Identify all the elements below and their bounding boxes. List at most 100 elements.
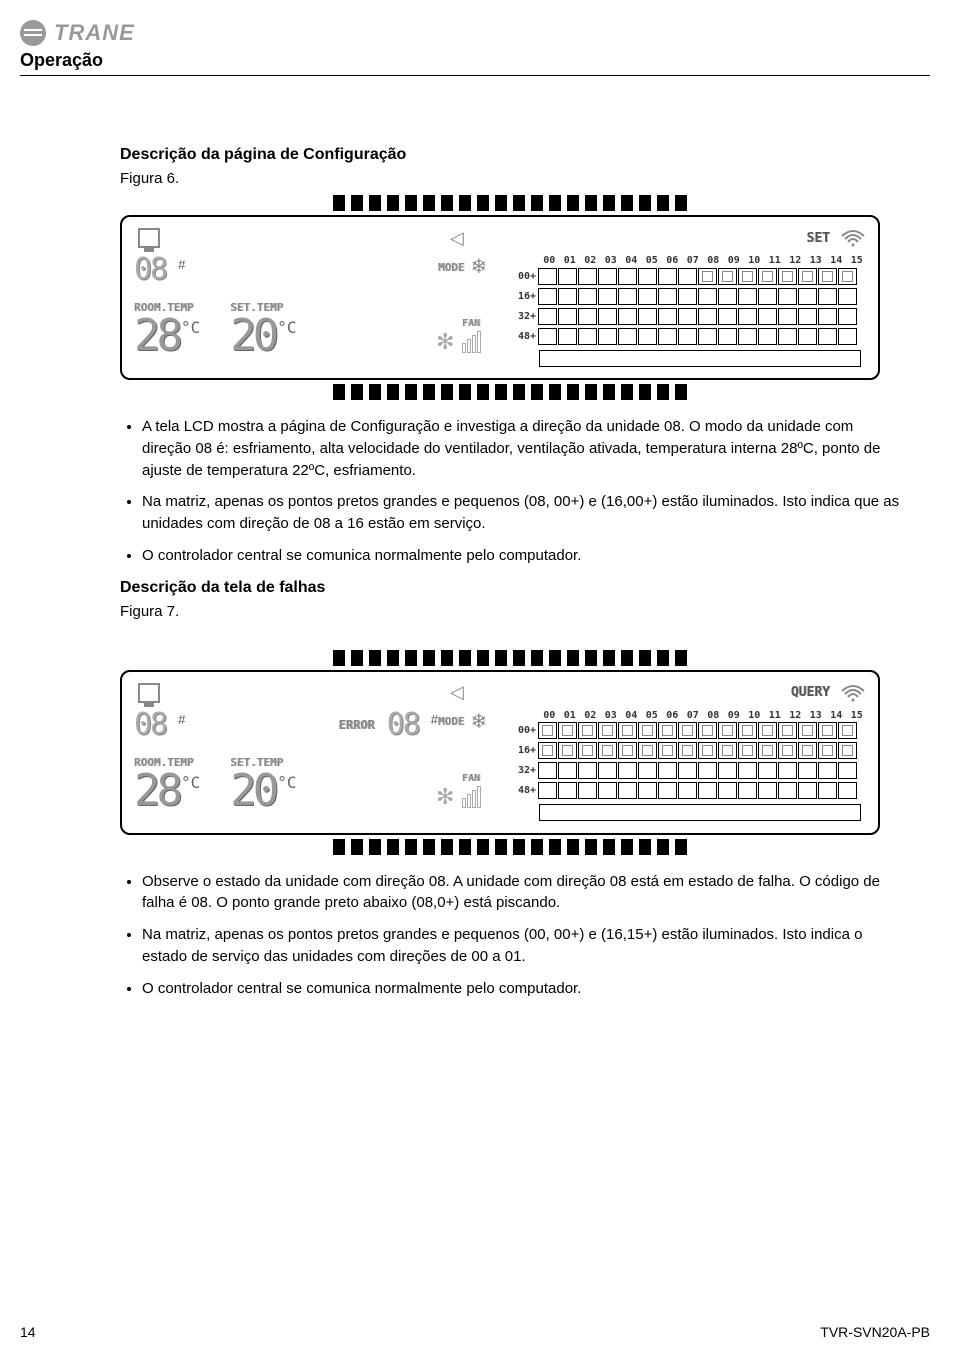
grid-cell	[778, 288, 797, 305]
set-temp-value: 20	[230, 771, 275, 811]
grid-cell	[838, 782, 857, 799]
grid-cell	[738, 308, 757, 325]
error-seg: 08	[387, 710, 419, 740]
grid-cell	[638, 308, 657, 325]
grid-cell	[798, 268, 817, 285]
grid-cell	[678, 742, 697, 759]
grid-cell	[658, 288, 677, 305]
grid-cell	[678, 782, 697, 799]
grid-long-row	[514, 803, 866, 823]
grid-cell	[818, 762, 837, 779]
tick-bar	[160, 384, 860, 400]
grid-cell	[618, 308, 637, 325]
snowflake-icon: ❄	[471, 257, 488, 277]
grid-cell	[798, 722, 817, 739]
grid-row: 48+	[514, 781, 866, 801]
mode-label: MODE	[438, 261, 465, 274]
grid-cell	[538, 308, 557, 325]
grid-cell	[778, 328, 797, 345]
fan-bars-icon	[462, 786, 481, 808]
grid-cell	[638, 328, 657, 345]
brand-logo-icon	[20, 20, 46, 46]
grid-cell	[818, 308, 837, 325]
grid-cell	[698, 782, 717, 799]
grid-cell	[738, 782, 757, 799]
fig6-heading: Descrição da página de Configuração	[120, 146, 900, 164]
fig7-label: Figura 7.	[120, 603, 900, 620]
grid-cell	[558, 308, 577, 325]
grid-row: 32+	[514, 306, 866, 326]
grid-row: 00+	[514, 266, 866, 286]
grid-cell	[798, 782, 817, 799]
fan-bars-icon	[462, 331, 481, 353]
celsius-icon: °C	[277, 318, 296, 337]
grid-cell	[838, 308, 857, 325]
grid-cell	[578, 762, 597, 779]
grid-cell	[718, 328, 737, 345]
grid-cell	[758, 288, 777, 305]
page-footer: 14 TVR-SVN20A-PB	[20, 1324, 930, 1340]
grid-cell	[798, 328, 817, 345]
grid-cell	[598, 742, 617, 759]
grid-cell	[838, 762, 857, 779]
grid-cell	[758, 722, 777, 739]
brand-name: TRANE	[54, 20, 135, 46]
grid-cell	[578, 328, 597, 345]
fan-label: FAN	[462, 773, 480, 784]
grid-cell	[598, 308, 617, 325]
grid-cell	[658, 782, 677, 799]
grid-cell	[818, 268, 837, 285]
grid-cell	[718, 288, 737, 305]
bullet-item: Na matriz, apenas os pontos pretos grand…	[142, 924, 900, 968]
grid-cell	[718, 782, 737, 799]
mode-label: MODE	[438, 715, 465, 728]
fig6-bullets: A tela LCD mostra a página de Configuraç…	[120, 416, 900, 567]
grid-row: 32+	[514, 761, 866, 781]
celsius-icon: °C	[181, 318, 200, 337]
grid-cell	[538, 762, 557, 779]
grid-header: 00010203040506070809101112131415	[540, 255, 866, 266]
grid-cell	[758, 742, 777, 759]
grid-cell	[798, 742, 817, 759]
grid-cell	[558, 742, 577, 759]
grid-cell	[778, 742, 797, 759]
grid-cell	[738, 742, 757, 759]
grid-cell	[798, 288, 817, 305]
grid-cell	[618, 328, 637, 345]
grid-cell	[778, 308, 797, 325]
grid-cell	[578, 782, 597, 799]
fig7-lcd-panel: ◁QUERY08#ERROR08#ROOM.TEMP28°CSET.TEMP20…	[120, 650, 900, 855]
grid-cell	[738, 328, 757, 345]
grid-cell	[818, 722, 837, 739]
grid-cell	[718, 762, 737, 779]
fig7-heading: Descrição da tela de falhas	[120, 579, 900, 597]
grid-cell	[698, 308, 717, 325]
bullet-item: O controlador central se comunica normal…	[142, 545, 900, 567]
grid-cell	[818, 782, 837, 799]
grid-cell	[638, 288, 657, 305]
grid-cell	[678, 762, 697, 779]
grid-cell	[598, 722, 617, 739]
room-temp-value: 28	[134, 316, 179, 356]
grid-cell	[538, 288, 557, 305]
section-title: Operação	[20, 50, 930, 76]
unit-seg: 08	[134, 710, 166, 740]
hash-icon: #	[178, 257, 185, 272]
fig7-bullets: Observe o estado da unidade com direção …	[120, 871, 900, 1000]
grid-cell	[538, 268, 557, 285]
grid-cell	[578, 742, 597, 759]
arrow-icon: ◁	[450, 228, 464, 249]
hash-icon: #	[431, 712, 438, 727]
lcd-frame: ◁QUERY08#ERROR08#ROOM.TEMP28°CSET.TEMP20…	[120, 670, 880, 835]
bullet-item: Na matriz, apenas os pontos pretos grand…	[142, 491, 900, 535]
fig6-lcd-panel: ◁SET08#ROOM.TEMP28°CSET.TEMP20°CMODE❄FAN…	[120, 195, 900, 400]
grid-cell	[598, 268, 617, 285]
grid-cell	[678, 308, 697, 325]
tick-bar	[160, 839, 860, 855]
grid-cell	[638, 762, 657, 779]
set-temp-value: 20	[230, 316, 275, 356]
grid-cell	[678, 268, 697, 285]
grid-cell	[838, 328, 857, 345]
grid-cell	[598, 782, 617, 799]
grid-row: 00+	[514, 721, 866, 741]
